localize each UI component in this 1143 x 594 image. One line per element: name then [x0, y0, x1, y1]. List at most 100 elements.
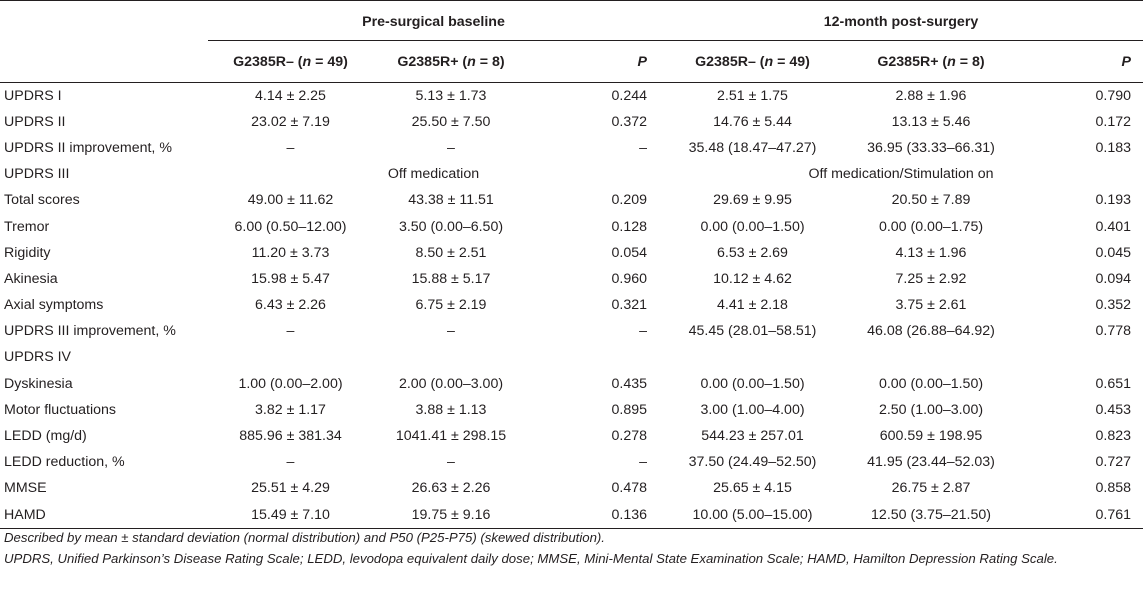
cell-pre-negative: 3.82 ± 1.17: [255, 401, 326, 418]
cell-post-p: 0.651: [1095, 375, 1131, 392]
cell-pre-positive: 6.75 ± 2.19: [415, 297, 487, 314]
table-row: UPDRS I 4.14 ± 2.25 5.13 ± 1.73 0.244 2.51 ±…: [0, 83, 1143, 109]
cell-empty: [208, 344, 1143, 370]
cell-post-positive: 4.13 ± 1.96: [895, 244, 967, 261]
table-body: UPDRS I 4.14 ± 2.25 5.13 ± 1.73 0.244 2.51 ±…: [0, 83, 1143, 529]
cell-post-p: 0.401: [1095, 218, 1131, 235]
header-blank: [0, 40, 208, 83]
cell-pre-positive: –: [447, 323, 455, 340]
row-label: UPDRS II improvement, %: [4, 139, 172, 156]
cell-post-negative: 45.45 (28.01–58.51): [688, 323, 817, 340]
cell-pre-p: –: [639, 139, 647, 156]
row-label: Dyskinesia: [4, 375, 73, 392]
cell-post-negative: 37.50 (24.49–52.50): [688, 454, 817, 471]
cell-pre-p: 0.895: [611, 401, 647, 418]
group-header-pre: Pre-surgical baseline: [208, 1, 659, 41]
col-header-post-negative: G2385R– (n = 49): [659, 40, 846, 83]
cell-post-p: 0.778: [1095, 323, 1131, 340]
footnote-description: Described by mean ± standard deviation (…: [4, 530, 605, 545]
cell-post-condition: Off medication/Stimulation on: [808, 166, 994, 183]
cell-pre-negative: 15.98 ± 5.47: [251, 270, 330, 287]
row-label: Total scores: [4, 192, 80, 209]
cell-post-positive: 12.50 (3.75–21.50): [846, 501, 1016, 529]
row-label: LEDD reduction, %: [4, 454, 125, 471]
cell-pre-p: –: [639, 454, 647, 471]
row-label: HAMD: [0, 501, 208, 529]
cell-pre-negative: 4.14 ± 2.25: [255, 87, 326, 104]
table-row: Axial symptoms 6.43 ± 2.26 6.75 ± 2.19 0.32…: [0, 292, 1143, 318]
cell-post-p: 0.193: [1095, 192, 1131, 209]
cell-post-positive: 36.95 (33.33–66.31): [867, 139, 995, 156]
header-column-row: G2385R– (n = 49) G2385R+ (n = 8) P G2385…: [0, 40, 1143, 83]
footnotes: Described by mean ± standard deviation (…: [4, 527, 1058, 569]
cell-pre-positive: 3.88 ± 1.13: [415, 401, 487, 418]
cell-pre-negative: 1.00 (0.00–2.00): [238, 375, 343, 392]
cell-post-positive: 2.88 ± 1.96: [895, 87, 967, 104]
cell-pre-positive: 26.63 ± 2.26: [411, 480, 491, 497]
cell-post-positive: 13.13 ± 5.46: [891, 113, 971, 130]
cell-pre-negative: 11.20 ± 3.73: [251, 244, 330, 261]
cell-pre-p: –: [639, 323, 647, 340]
cell-post-negative: 10.00 (5.00–15.00): [659, 501, 846, 529]
cell-pre-p: 0.244: [611, 87, 647, 104]
cell-post-p: 0.823: [1095, 428, 1131, 445]
cell-post-positive: 41.95 (23.44–52.03): [867, 454, 995, 471]
cell-pre-negative: –: [286, 323, 295, 340]
cell-post-p: 0.790: [1095, 87, 1131, 104]
row-label: UPDRS III improvement, %: [4, 323, 176, 340]
row-label: UPDRS IV: [4, 349, 72, 366]
cell-post-p: 0.172: [1095, 113, 1131, 130]
table-row: LEDD (mg/d) 885.96 ± 381.34 1041.41 ± 298.…: [0, 423, 1143, 449]
table-row: MMSE 25.51 ± 4.29 26.63 ± 2.26 0.478 25.65 ±…: [0, 475, 1143, 501]
table-row: Motor fluctuations 3.82 ± 1.17 3.88 ± 1.13…: [0, 397, 1143, 423]
col-header-pre-p: P: [529, 40, 659, 83]
cell-pre-p: 0.960: [611, 270, 647, 287]
table-row: UPDRS III Off medication Off medication/St…: [0, 161, 1143, 187]
cell-post-positive: 7.25 ± 2.92: [895, 270, 967, 287]
cell-pre-positive: 1041.41 ± 298.15: [395, 428, 507, 445]
cell-pre-positive: –: [447, 139, 455, 156]
row-label: MMSE: [4, 480, 47, 497]
cell-post-negative: 3.00 (1.00–4.00): [700, 401, 805, 418]
cell-post-positive: 46.08 (26.88–64.92): [867, 323, 995, 340]
cell-post-negative: 35.48 (18.47–47.27): [688, 139, 817, 156]
cell-post-p: 0.352: [1095, 297, 1131, 314]
cell-post-positive: 0.00 (0.00–1.75): [878, 218, 984, 235]
cell-pre-negative: 15.49 ± 7.10: [208, 501, 373, 529]
cell-post-negative: 544.23 ± 257.01: [701, 428, 804, 445]
cell-pre-negative: 6.43 ± 2.26: [255, 297, 326, 314]
cell-post-negative: 6.53 ± 2.69: [717, 244, 788, 261]
cell-pre-positive: 43.38 ± 11.51: [408, 192, 494, 209]
cell-pre-p: 0.372: [611, 113, 647, 130]
row-label: LEDD (mg/d): [4, 428, 87, 445]
row-label: Akinesia: [4, 270, 58, 287]
table-row: HAMD 15.49 ± 7.10 19.75 ± 9.16 0.136 10.00 (…: [0, 501, 1143, 529]
table-row: UPDRS IV: [0, 344, 1143, 370]
cell-post-positive: 600.59 ± 198.95: [879, 428, 983, 445]
cell-pre-condition: Off medication: [387, 166, 480, 183]
data-table: Pre-surgical baseline 12-month post-surg…: [0, 0, 1143, 529]
cell-post-p: 0.453: [1095, 401, 1131, 418]
cell-pre-negative: –: [286, 139, 295, 156]
cell-pre-positive: 15.88 ± 5.17: [411, 270, 491, 287]
cell-pre-positive: 25.50 ± 7.50: [411, 113, 491, 130]
cell-pre-p: 0.321: [611, 297, 647, 314]
cell-pre-positive: 5.13 ± 1.73: [415, 87, 487, 104]
table-row: Akinesia 15.98 ± 5.47 15.88 ± 5.17 0.960 10.…: [0, 266, 1143, 292]
cell-post-positive: 20.50 ± 7.89: [891, 192, 971, 209]
row-label: UPDRS III: [4, 166, 70, 183]
cell-post-p: 0.858: [1095, 480, 1131, 497]
cell-post-negative: 4.41 ± 2.18: [717, 297, 788, 314]
row-label: UPDRS I: [4, 87, 62, 104]
cell-pre-positive: –: [447, 454, 455, 471]
cell-post-positive: 26.75 ± 2.87: [891, 480, 971, 497]
table-row: Tremor 6.00 (0.50–12.00) 3.50 (0.00–6.50) 0…: [0, 213, 1143, 239]
cell-post-p: 0.094: [1095, 270, 1131, 287]
cell-pre-p: 0.054: [611, 244, 647, 261]
cell-pre-negative: 25.51 ± 4.29: [251, 480, 330, 497]
cell-post-negative: 0.00 (0.00–1.50): [700, 218, 805, 235]
cell-post-p: 0.727: [1095, 454, 1131, 471]
table-row: Total scores 49.00 ± 11.62 43.38 ± 11.51 0.…: [0, 187, 1143, 213]
cell-post-p: 0.183: [1095, 139, 1131, 156]
cell-post-negative: 2.51 ± 1.75: [717, 87, 788, 104]
